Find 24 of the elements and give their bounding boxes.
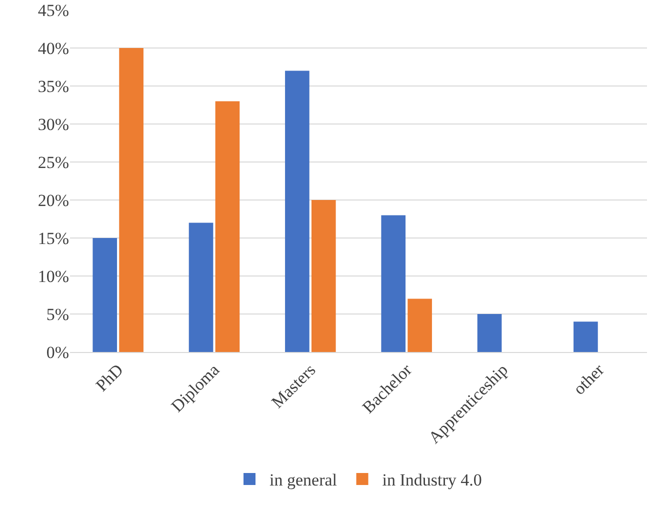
bar [119,48,144,352]
bar [574,322,598,352]
x-tick-label: other [570,360,608,398]
y-tick-label: 5% [46,304,69,324]
bar [477,314,502,352]
bar [408,298,432,352]
legend-label: in Industry 4.0 [382,470,482,490]
bar [215,101,240,352]
y-tick-label: 0% [46,342,69,362]
y-tick-label: 45% [38,0,69,20]
bar [285,70,310,352]
legend-label: in general [270,470,338,490]
bar [188,222,214,352]
y-tick-label: 15% [38,228,69,248]
y-tick-label: 30% [38,114,69,134]
y-tick-label: 20% [38,190,69,210]
y-tick-label: 10% [38,266,69,286]
bar [381,215,406,352]
y-tick-label: 40% [38,38,69,58]
y-tick-label: 35% [38,76,69,96]
bar [311,200,336,352]
bar [92,238,118,352]
x-tick-label: PhD [92,360,127,396]
y-tick-label: 25% [38,152,69,172]
